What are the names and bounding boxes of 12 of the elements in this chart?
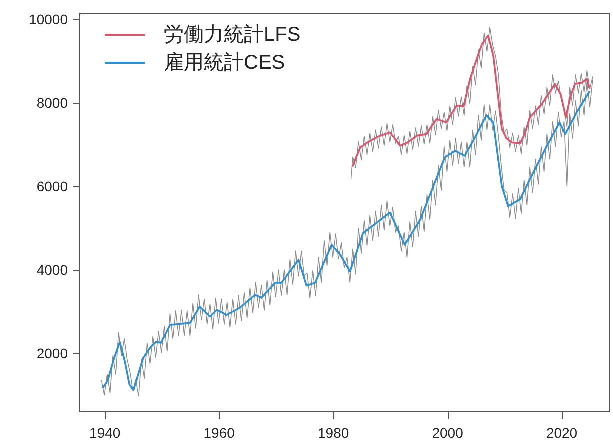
y-tick-label: 6000 xyxy=(36,178,68,194)
x-tick-label: 1940 xyxy=(90,425,121,441)
x-tick-label: 2000 xyxy=(432,425,464,441)
y-tick-label: 4000 xyxy=(36,262,68,278)
x-tick-label: 1960 xyxy=(204,425,236,441)
x-tick-label: 1980 xyxy=(318,425,350,441)
y-tick-label: 8000 xyxy=(36,94,68,111)
y-tick-label: 2000 xyxy=(36,346,68,362)
x-tick-label: 2020 xyxy=(546,425,578,441)
legend-label: 労働力統計LFS xyxy=(164,24,301,46)
y-tick-label: 10000 xyxy=(29,11,68,28)
legend-label: 雇用統計CES xyxy=(164,52,286,74)
